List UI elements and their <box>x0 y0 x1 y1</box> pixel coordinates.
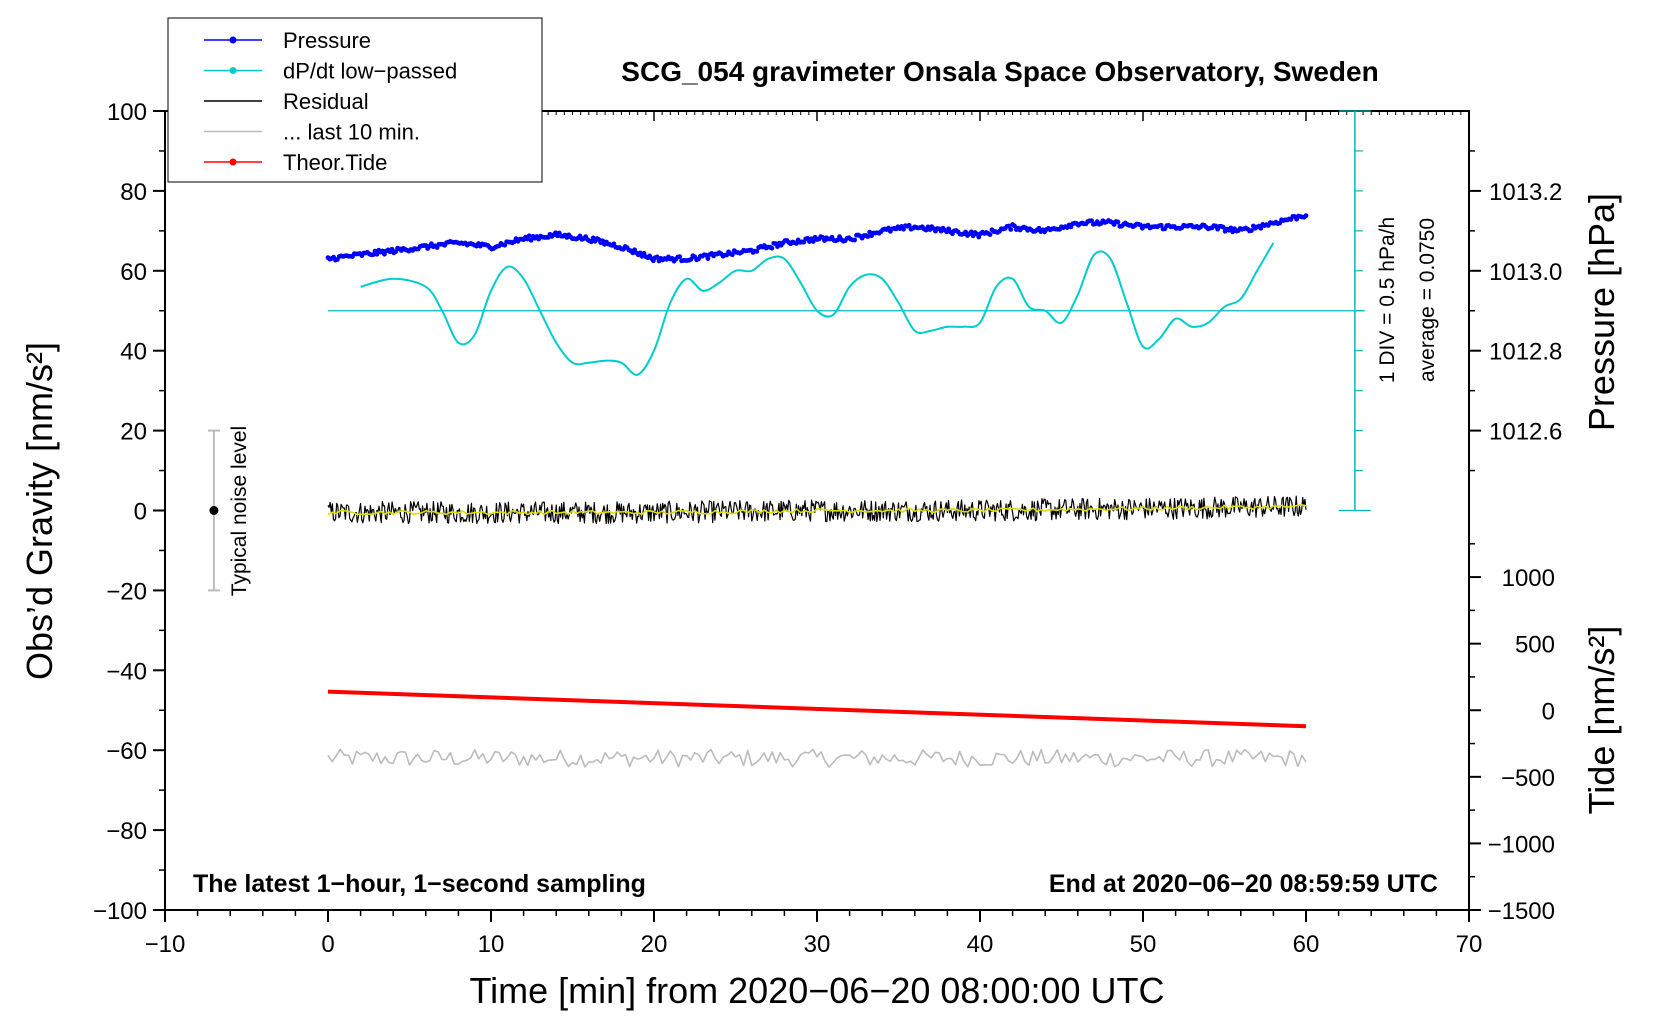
pressure-point <box>677 254 683 260</box>
series-theor-tide <box>327 689 1307 729</box>
y-axis-label-pressure: Pressure [hPa] <box>1581 193 1622 431</box>
pressure-point <box>1115 219 1121 225</box>
legend-label: ... last 10 min. <box>283 120 420 145</box>
chart-title: SCG_054 gravimeter Onsala Space Observat… <box>621 56 1378 87</box>
annotation-div-scale: 1 DIV = 0.5 hPa/h <box>1376 217 1399 383</box>
pressure-point <box>1089 218 1094 224</box>
y-tick-label: −40 <box>106 658 147 685</box>
pressure-point <box>688 256 694 262</box>
y-tick-label: −80 <box>106 818 147 845</box>
pressure-point <box>867 229 873 235</box>
y-tick-label: −60 <box>106 738 147 765</box>
series-layer <box>207 213 1365 768</box>
x-tick-label: 20 <box>641 931 668 958</box>
pressure-point <box>865 234 871 239</box>
tide-tick-label: 0 <box>1542 698 1555 725</box>
pressure-point <box>769 245 775 251</box>
pressure-point <box>374 251 380 257</box>
tide-tick-label: −500 <box>1501 765 1555 792</box>
x-tick-label: 50 <box>1130 931 1157 958</box>
tick-labels: −10 0 10 20 30 40 50 60 70−100−80−60−40−20020406… <box>93 99 1562 958</box>
pressure-point <box>729 252 735 258</box>
pressure-point <box>1012 223 1017 229</box>
legend-label: Theor.Tide <box>283 150 387 175</box>
pressure-point <box>1258 225 1264 231</box>
pressure-point <box>389 246 395 252</box>
y-tick-label: 40 <box>120 339 147 366</box>
pressure-point <box>654 254 660 260</box>
pressure-point <box>906 222 912 228</box>
legend-marker <box>229 158 237 166</box>
x-tick-label: 60 <box>1293 931 1320 958</box>
legend-marker <box>229 36 237 44</box>
x-tick-label: 40 <box>967 931 994 958</box>
axis-ticks <box>153 110 1481 922</box>
y-tick-label: 100 <box>107 99 147 126</box>
annotation-dpdt-average: average = 0.0750 <box>1416 218 1439 382</box>
legend-box <box>167 17 543 183</box>
legend-marker <box>229 67 237 74</box>
y-axis-label-left: Obs’d Gravity [nm/s²] <box>19 342 60 680</box>
pressure-tick-label: 1013.0 <box>1489 259 1562 286</box>
pressure-point <box>1220 224 1226 230</box>
pressure-tick-label: 1012.6 <box>1489 419 1562 446</box>
tide-tick-label: 500 <box>1515 632 1555 659</box>
pressure-point <box>1158 222 1164 228</box>
x-tick-label: 10 <box>478 931 505 958</box>
tide-tick-label: 1000 <box>1502 565 1555 592</box>
x-tick-label: 70 <box>1456 931 1483 958</box>
tide-tick-label: −1500 <box>1488 898 1555 925</box>
pressure-tick-label: 1013.2 <box>1489 179 1562 206</box>
y-tick-label: 20 <box>120 419 147 446</box>
y-tick-label: 60 <box>120 259 147 286</box>
x-tick-label: 30 <box>804 931 831 958</box>
noise-bar-center <box>209 506 219 515</box>
annotation-sampling: The latest 1−hour, 1−second sampling <box>193 870 646 898</box>
series-dpdt <box>360 242 1275 376</box>
legend-label: dP/dt low−passed <box>283 59 457 84</box>
pressure-point <box>526 233 532 239</box>
pressure-tick-label: 1012.8 <box>1489 339 1562 366</box>
pressure-point <box>1008 227 1014 232</box>
series-pressure <box>325 213 1309 264</box>
pressure-point <box>1303 213 1309 219</box>
y-tick-label: 80 <box>120 179 147 206</box>
y-tick-label: −100 <box>93 898 147 925</box>
annotation-noise-level: Typical noise level <box>228 426 251 596</box>
pressure-point <box>987 232 993 237</box>
series-last-10-min <box>327 748 1307 768</box>
x-tick-label: −10 <box>145 931 186 958</box>
tide-tick-label: −1000 <box>1488 831 1555 858</box>
y-tick-label: −20 <box>106 578 147 605</box>
pressure-point <box>852 237 858 243</box>
pressure-point <box>754 248 760 254</box>
pressure-point <box>528 237 534 243</box>
series-residual-smoothed <box>327 504 1307 516</box>
legend-label: Residual <box>283 89 369 114</box>
y-tick-label: 0 <box>134 499 147 526</box>
pressure-point <box>1249 228 1254 233</box>
legend-label: Pressure <box>283 28 371 53</box>
legend: Pressure dP/dt low−passed Residual ... last… <box>167 17 543 183</box>
pressure-point <box>810 239 816 244</box>
y-axis-label-tide: Tide [nm/s²] <box>1581 626 1622 815</box>
pressure-point <box>705 256 711 261</box>
pressure-point <box>600 238 605 244</box>
pressure-point <box>793 241 799 246</box>
pressure-point <box>1228 225 1234 231</box>
annotation-end-time: End at 2020−06−20 08:59:59 UTC <box>1049 870 1438 898</box>
x-tick-label: 0 <box>321 931 334 958</box>
pressure-point <box>968 229 974 235</box>
pressure-point <box>588 239 594 245</box>
x-axis-label: Time [min] from 2020−06−20 08:00:00 UTC <box>469 970 1164 1011</box>
